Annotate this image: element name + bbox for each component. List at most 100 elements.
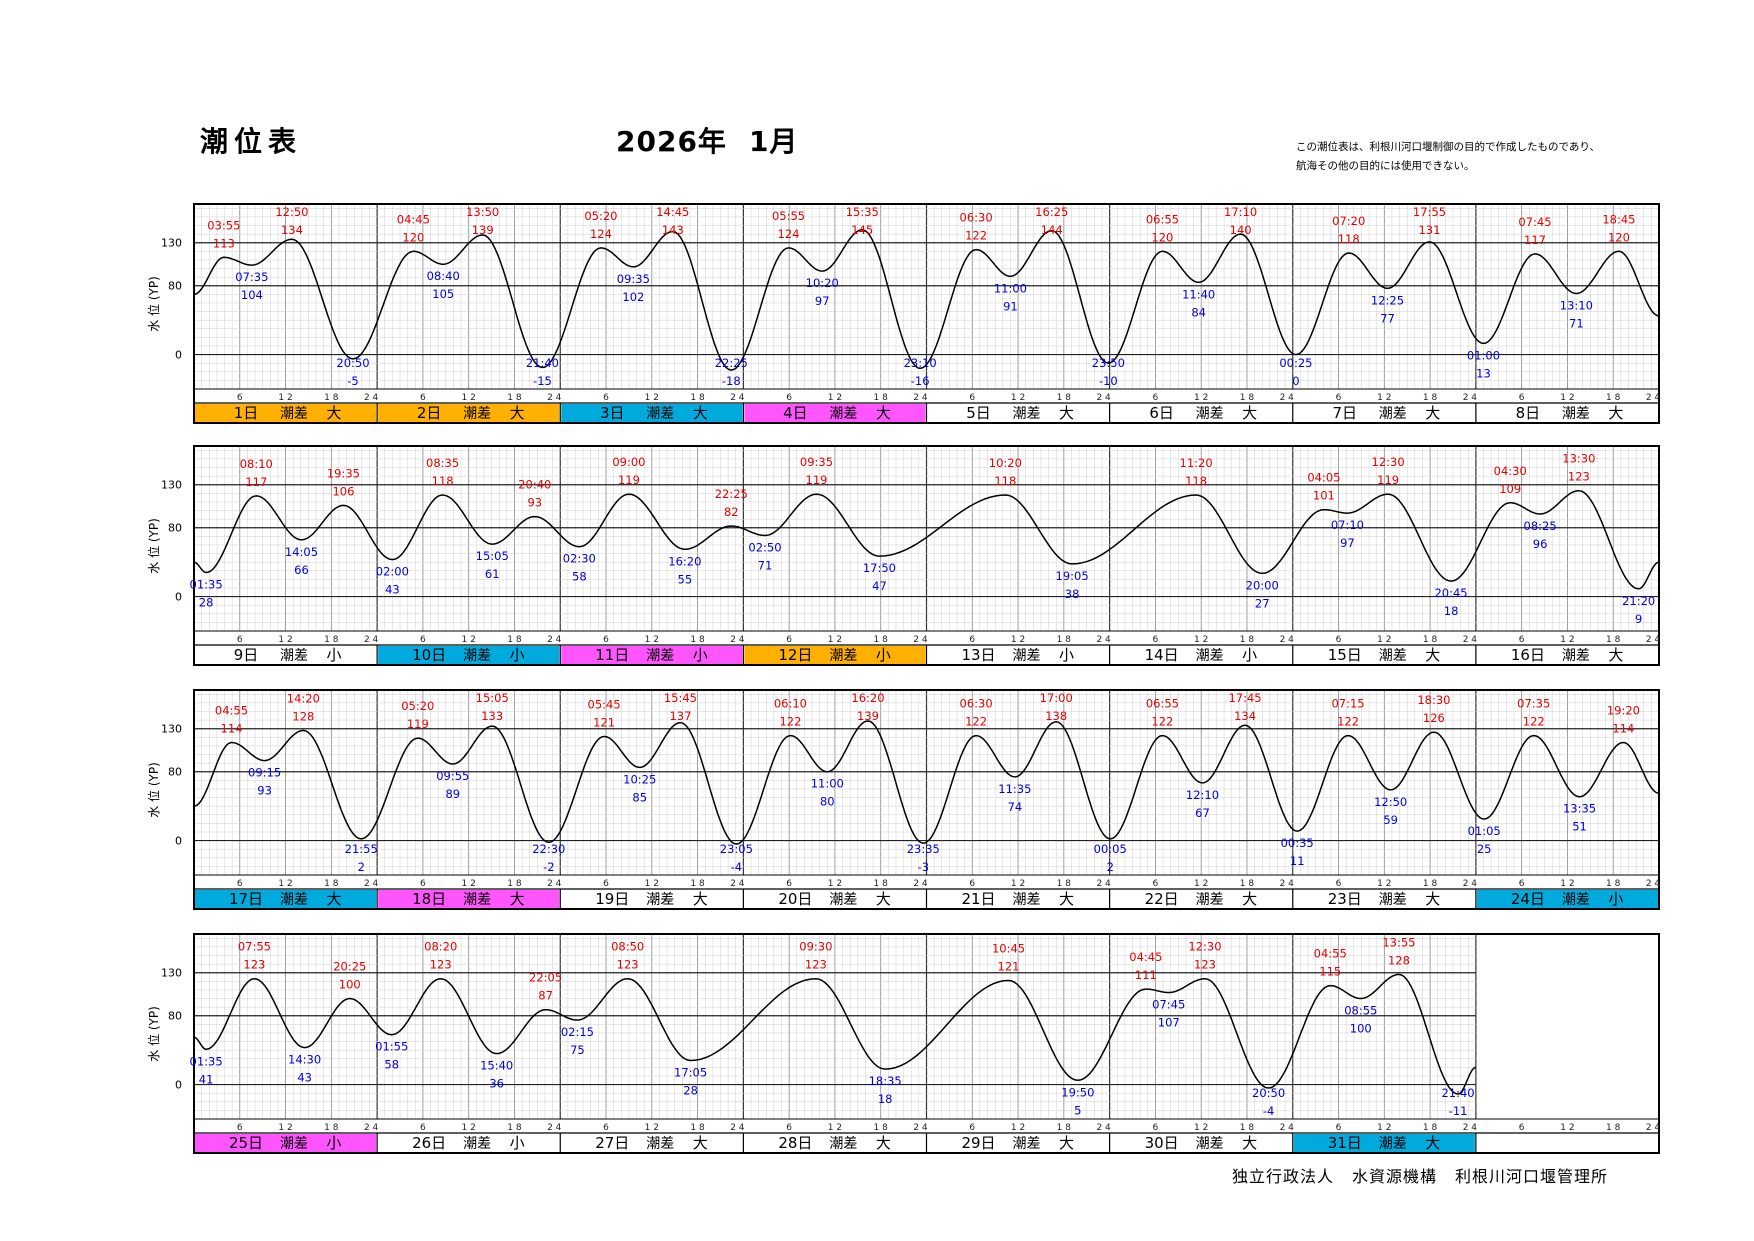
usage-note-line1: この潮位表は、利根川河口堰制御の目的で作成したものであり、: [1296, 141, 1600, 153]
x-tick-label: 1 8: [1057, 1123, 1072, 1133]
x-tick-label: 6: [420, 879, 426, 889]
x-tick-label: 6: [420, 1123, 426, 1133]
y-tick-label: 130: [161, 967, 182, 980]
low-tide-level: 107: [1158, 1016, 1180, 1030]
low-tide-level: 28: [683, 1083, 698, 1097]
high-tide-time: 12:30: [1372, 455, 1405, 469]
low-tide-time: 07:35: [235, 270, 268, 284]
x-tick-label: 2 4: [364, 393, 379, 403]
low-tide-time: 02:00: [376, 565, 409, 579]
tide-range-value: 大: [1425, 646, 1440, 664]
x-tick-label: 6: [786, 1123, 792, 1133]
low-tide-time: 11:35: [998, 782, 1031, 796]
footer-org1: 独立行政法人: [1232, 1167, 1335, 1186]
high-tide-level: 101: [1313, 489, 1335, 503]
y-tick-label: 0: [175, 349, 182, 362]
low-tide-time: 22:25: [715, 356, 748, 370]
high-tide-time: 11:20: [1180, 456, 1213, 470]
y-tick-label: 130: [161, 479, 182, 492]
day-label-cell: [744, 890, 926, 908]
day-label-cell: [1476, 404, 1658, 422]
x-tick-label: 1 2: [645, 879, 659, 889]
low-tide-level: 2: [1107, 860, 1114, 874]
low-tide-time: 00:25: [1279, 356, 1312, 370]
high-tide-level: 145: [851, 223, 873, 237]
high-tide-level: 123: [1194, 958, 1216, 972]
high-tide-level: 123: [617, 958, 639, 972]
low-tide-time: 19:05: [1056, 569, 1089, 583]
low-tide-time: 01:00: [1467, 348, 1500, 362]
x-tick-label: 6: [1336, 393, 1342, 403]
x-tick-label: 1 2: [1560, 635, 1574, 645]
low-tide-time: 12:50: [1374, 795, 1407, 809]
day-label-cell: [927, 1134, 1109, 1152]
high-tide-time: 19:20: [1607, 703, 1640, 717]
day-label-cell: [195, 404, 377, 422]
x-tick-label: 2 4: [547, 393, 562, 403]
day-label: 27日: [595, 1134, 629, 1152]
x-tick-label: 2 4: [1280, 393, 1295, 403]
high-tide-time: 05:55: [772, 209, 805, 223]
tide-range-value: 大: [1425, 404, 1440, 422]
low-tide-level: 27: [1255, 596, 1270, 610]
tide-range-label: 潮差: [829, 892, 857, 908]
tide-range-value: 大: [1425, 890, 1440, 908]
high-tide-level: 128: [292, 709, 314, 723]
high-tide-level: 118: [1185, 474, 1207, 488]
y-tick-label: 130: [161, 723, 182, 736]
low-tide-time: 17:50: [863, 561, 896, 575]
y-tick-label: 80: [168, 280, 182, 293]
x-tick-label: 6: [1153, 879, 1159, 889]
day-label-cell: [195, 646, 377, 664]
high-tide-time: 06:55: [1146, 212, 1179, 226]
low-tide-level: -10: [1099, 374, 1118, 388]
tide-range-value: 小: [510, 646, 525, 664]
x-tick-label: 6: [1519, 635, 1525, 645]
x-tick-label: 2 4: [547, 879, 562, 889]
high-tide-level: 120: [1608, 230, 1630, 244]
x-tick-label: 1 8: [690, 393, 705, 403]
low-tide-time: 01:55: [375, 1040, 408, 1054]
x-tick-label: 2 4: [1096, 1123, 1111, 1133]
tide-range-label: 潮差: [829, 648, 857, 664]
low-tide-time: 22:30: [532, 842, 565, 856]
low-tide-time: 21:55: [345, 842, 378, 856]
day-label: 16日: [1511, 646, 1545, 664]
low-tide-level: 89: [445, 787, 460, 801]
x-tick-label: 1 8: [874, 879, 889, 889]
high-tide-level: 122: [1523, 715, 1545, 729]
low-tide-level: 91: [1003, 299, 1018, 313]
tide-range-label: 潮差: [1196, 1136, 1224, 1152]
tide-range-label: 潮差: [1196, 648, 1224, 664]
x-tick-label: 1 2: [828, 1123, 842, 1133]
low-tide-time: 09:15: [248, 766, 281, 780]
low-tide-time: 20:50: [1252, 1086, 1285, 1100]
x-tick-label: 1 2: [1377, 635, 1391, 645]
high-tide-level: 82: [724, 505, 739, 519]
low-tide-level: 13: [1476, 366, 1491, 380]
high-tide-time: 16:25: [1035, 205, 1068, 219]
day-label: 26日: [412, 1134, 446, 1152]
day-label: 25日: [229, 1134, 263, 1152]
x-tick-label: 6: [1336, 635, 1342, 645]
day-label: 31日: [1328, 1134, 1362, 1152]
x-tick-label: 1 8: [874, 635, 889, 645]
low-tide-level: 80: [820, 795, 835, 809]
x-tick-label: 6: [1519, 879, 1525, 889]
x-tick-label: 1 8: [874, 1123, 889, 1133]
tide-range-value: 大: [1059, 890, 1074, 908]
high-tide-level: 133: [481, 709, 503, 723]
day-label: 30日: [1145, 1134, 1179, 1152]
high-tide-level: 139: [472, 223, 494, 237]
low-tide-time: 11:00: [811, 777, 844, 791]
low-tide-level: 96: [1533, 537, 1548, 551]
low-tide-time: 23:50: [1092, 356, 1125, 370]
x-tick-label: 6: [237, 393, 243, 403]
high-tide-level: 131: [1418, 223, 1440, 237]
low-tide-time: 07:10: [1331, 518, 1364, 532]
x-tick-label: 2 4: [547, 635, 562, 645]
x-tick-label: 6: [1336, 879, 1342, 889]
footer-organization: 独立行政法人 水資源機構 利根川河口堰管理所: [1232, 1163, 1608, 1187]
x-tick-label: 2 4: [1280, 879, 1295, 889]
